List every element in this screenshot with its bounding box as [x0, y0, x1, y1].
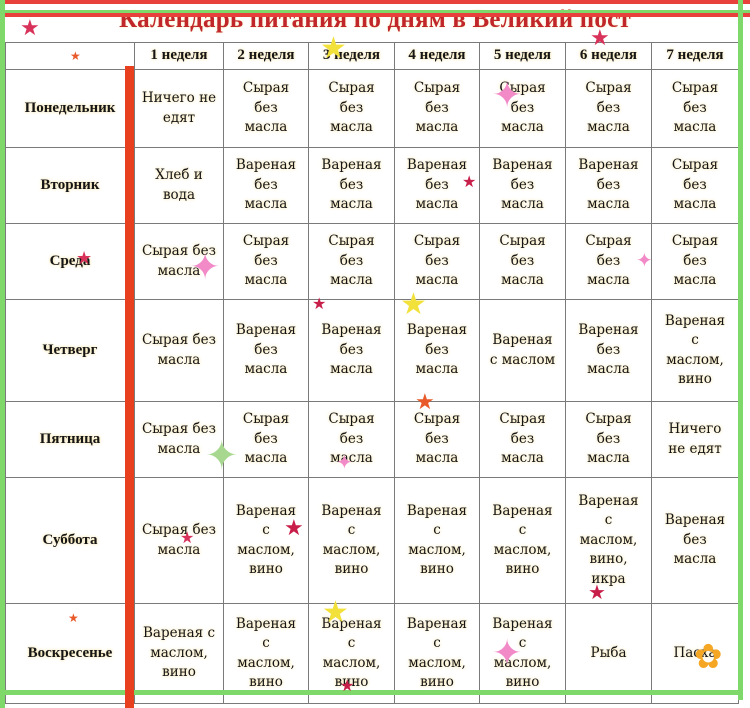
week-header: 4 неделя: [394, 42, 480, 70]
meal-cell: Сырая без масла: [223, 69, 309, 148]
meal-cell: Сырая без масла: [479, 69, 566, 148]
meal-cell: Сырая без масла: [394, 401, 480, 478]
meal-cell: Сырая без масла: [308, 223, 395, 300]
meal-cell: Вареная без масла: [394, 147, 480, 224]
meal-cell: Вареная с маслом, вино: [223, 477, 309, 604]
lent-calendar-table: 1 неделя 2 неделя 3 неделя 4 неделя 5 не…: [5, 42, 739, 704]
meal-cell: Хлеб и вода: [134, 147, 224, 224]
meal-cell: Сырая без масла: [223, 223, 309, 300]
meal-cell: Вареная без масла: [651, 477, 739, 604]
day-label: Среда: [5, 223, 135, 300]
meal-cell: Сырая без масла: [308, 69, 395, 148]
meal-cell: Сырая без масла: [134, 299, 224, 402]
meal-cell: Сырая без масла: [651, 147, 739, 224]
corner-cell: [5, 42, 135, 70]
meal-cell: Вареная с маслом, вино, икра: [565, 477, 652, 604]
meal-cell: Вареная с маслом, вино: [651, 299, 739, 402]
meal-cell: Вареная без масла: [565, 299, 652, 402]
table-row: Воскресенье Вареная с маслом, вино Варен…: [5, 603, 739, 704]
week-header: 2 неделя: [223, 42, 309, 70]
meal-cell: Вареная с маслом, вино: [134, 603, 224, 704]
meal-cell: Рыба: [565, 603, 652, 704]
frame-vertical-red-bar: [125, 66, 134, 708]
meal-cell: Сырая без масла: [651, 223, 739, 300]
meal-cell: Вареная с маслом, вино: [479, 603, 566, 704]
frame-top-red-bar-2: [0, 13, 750, 17]
table-row: Четверг Сырая без масла Вареная без масл…: [5, 299, 739, 402]
week-header: 6 неделя: [565, 42, 652, 70]
meal-cell: Сырая без масла: [565, 223, 652, 300]
meal-cell: Пасха: [651, 603, 739, 704]
meal-cell: Сырая без масла: [394, 223, 480, 300]
frame-right-green-bar: [738, 0, 743, 700]
meal-cell: Ничего не едят: [651, 401, 739, 478]
meal-cell: Сырая без масла: [479, 223, 566, 300]
meal-cell: Вареная без масла: [479, 147, 566, 224]
meal-cell: Вареная с маслом, вино: [394, 603, 480, 704]
day-label: Воскресенье: [5, 603, 135, 704]
meal-cell: Вареная с маслом: [479, 299, 566, 402]
meal-cell: Вареная с маслом, вино: [394, 477, 480, 604]
meal-cell: Вареная с маслом, вино: [308, 477, 395, 604]
meal-cell: Сырая без масла: [134, 223, 224, 300]
meal-cell: Вареная без масла: [308, 299, 395, 402]
meal-cell: Ничего не едят: [134, 69, 224, 148]
meal-cell: Вареная без масла: [223, 147, 309, 224]
frame-bottom-green-bar: [0, 690, 742, 695]
meal-cell: Сырая без масла: [134, 401, 224, 478]
week-header: 5 неделя: [479, 42, 566, 70]
day-label: Пятница: [5, 401, 135, 478]
meal-cell: Вареная с маслом, вино: [223, 603, 309, 704]
day-label: Вторник: [5, 147, 135, 224]
meal-cell: Сырая без масла: [394, 69, 480, 148]
meal-cell: Вареная без масла: [223, 299, 309, 402]
meal-cell: Сырая без масла: [223, 401, 309, 478]
table-row: Пятница Сырая без масла Сырая без масла …: [5, 401, 739, 478]
meal-cell: Вареная без масла: [394, 299, 480, 402]
week-header: 7 неделя: [651, 42, 739, 70]
meal-cell: Вареная с маслом, вино: [479, 477, 566, 604]
meal-cell: Сырая без масла: [134, 477, 224, 604]
frame-left-green-bar: [0, 0, 5, 708]
day-label: Понедельник: [5, 69, 135, 148]
table-row: Понедельник Ничего не едят Сырая без мас…: [5, 69, 739, 148]
meal-cell: Сырая без масла: [308, 401, 395, 478]
meal-cell: Сырая без масла: [651, 69, 739, 148]
meal-cell: Вареная без масла: [308, 147, 395, 224]
meal-cell: Сырая без масла: [565, 401, 652, 478]
table-row: Суббота Сырая без масла Вареная с маслом…: [5, 477, 739, 604]
meal-cell: Вареная с маслом, вино: [308, 603, 395, 704]
meal-cell: Вареная без масла: [565, 147, 652, 224]
table-row: Среда Сырая без масла Сырая без масла Сы…: [5, 223, 739, 300]
meal-cell: Сырая без масла: [565, 69, 652, 148]
day-label: Суббота: [5, 477, 135, 604]
table-row: Вторник Хлеб и вода Вареная без масла Ва…: [5, 147, 739, 224]
header-row: 1 неделя 2 неделя 3 неделя 4 неделя 5 не…: [5, 42, 739, 70]
meal-cell: Сырая без масла: [479, 401, 566, 478]
day-label: Четверг: [5, 299, 135, 402]
frame-top-green-bar: [0, 10, 750, 13]
frame-top-red-bar: [0, 0, 750, 4]
week-header: 1 неделя: [134, 42, 224, 70]
week-header: 3 неделя: [308, 42, 395, 70]
